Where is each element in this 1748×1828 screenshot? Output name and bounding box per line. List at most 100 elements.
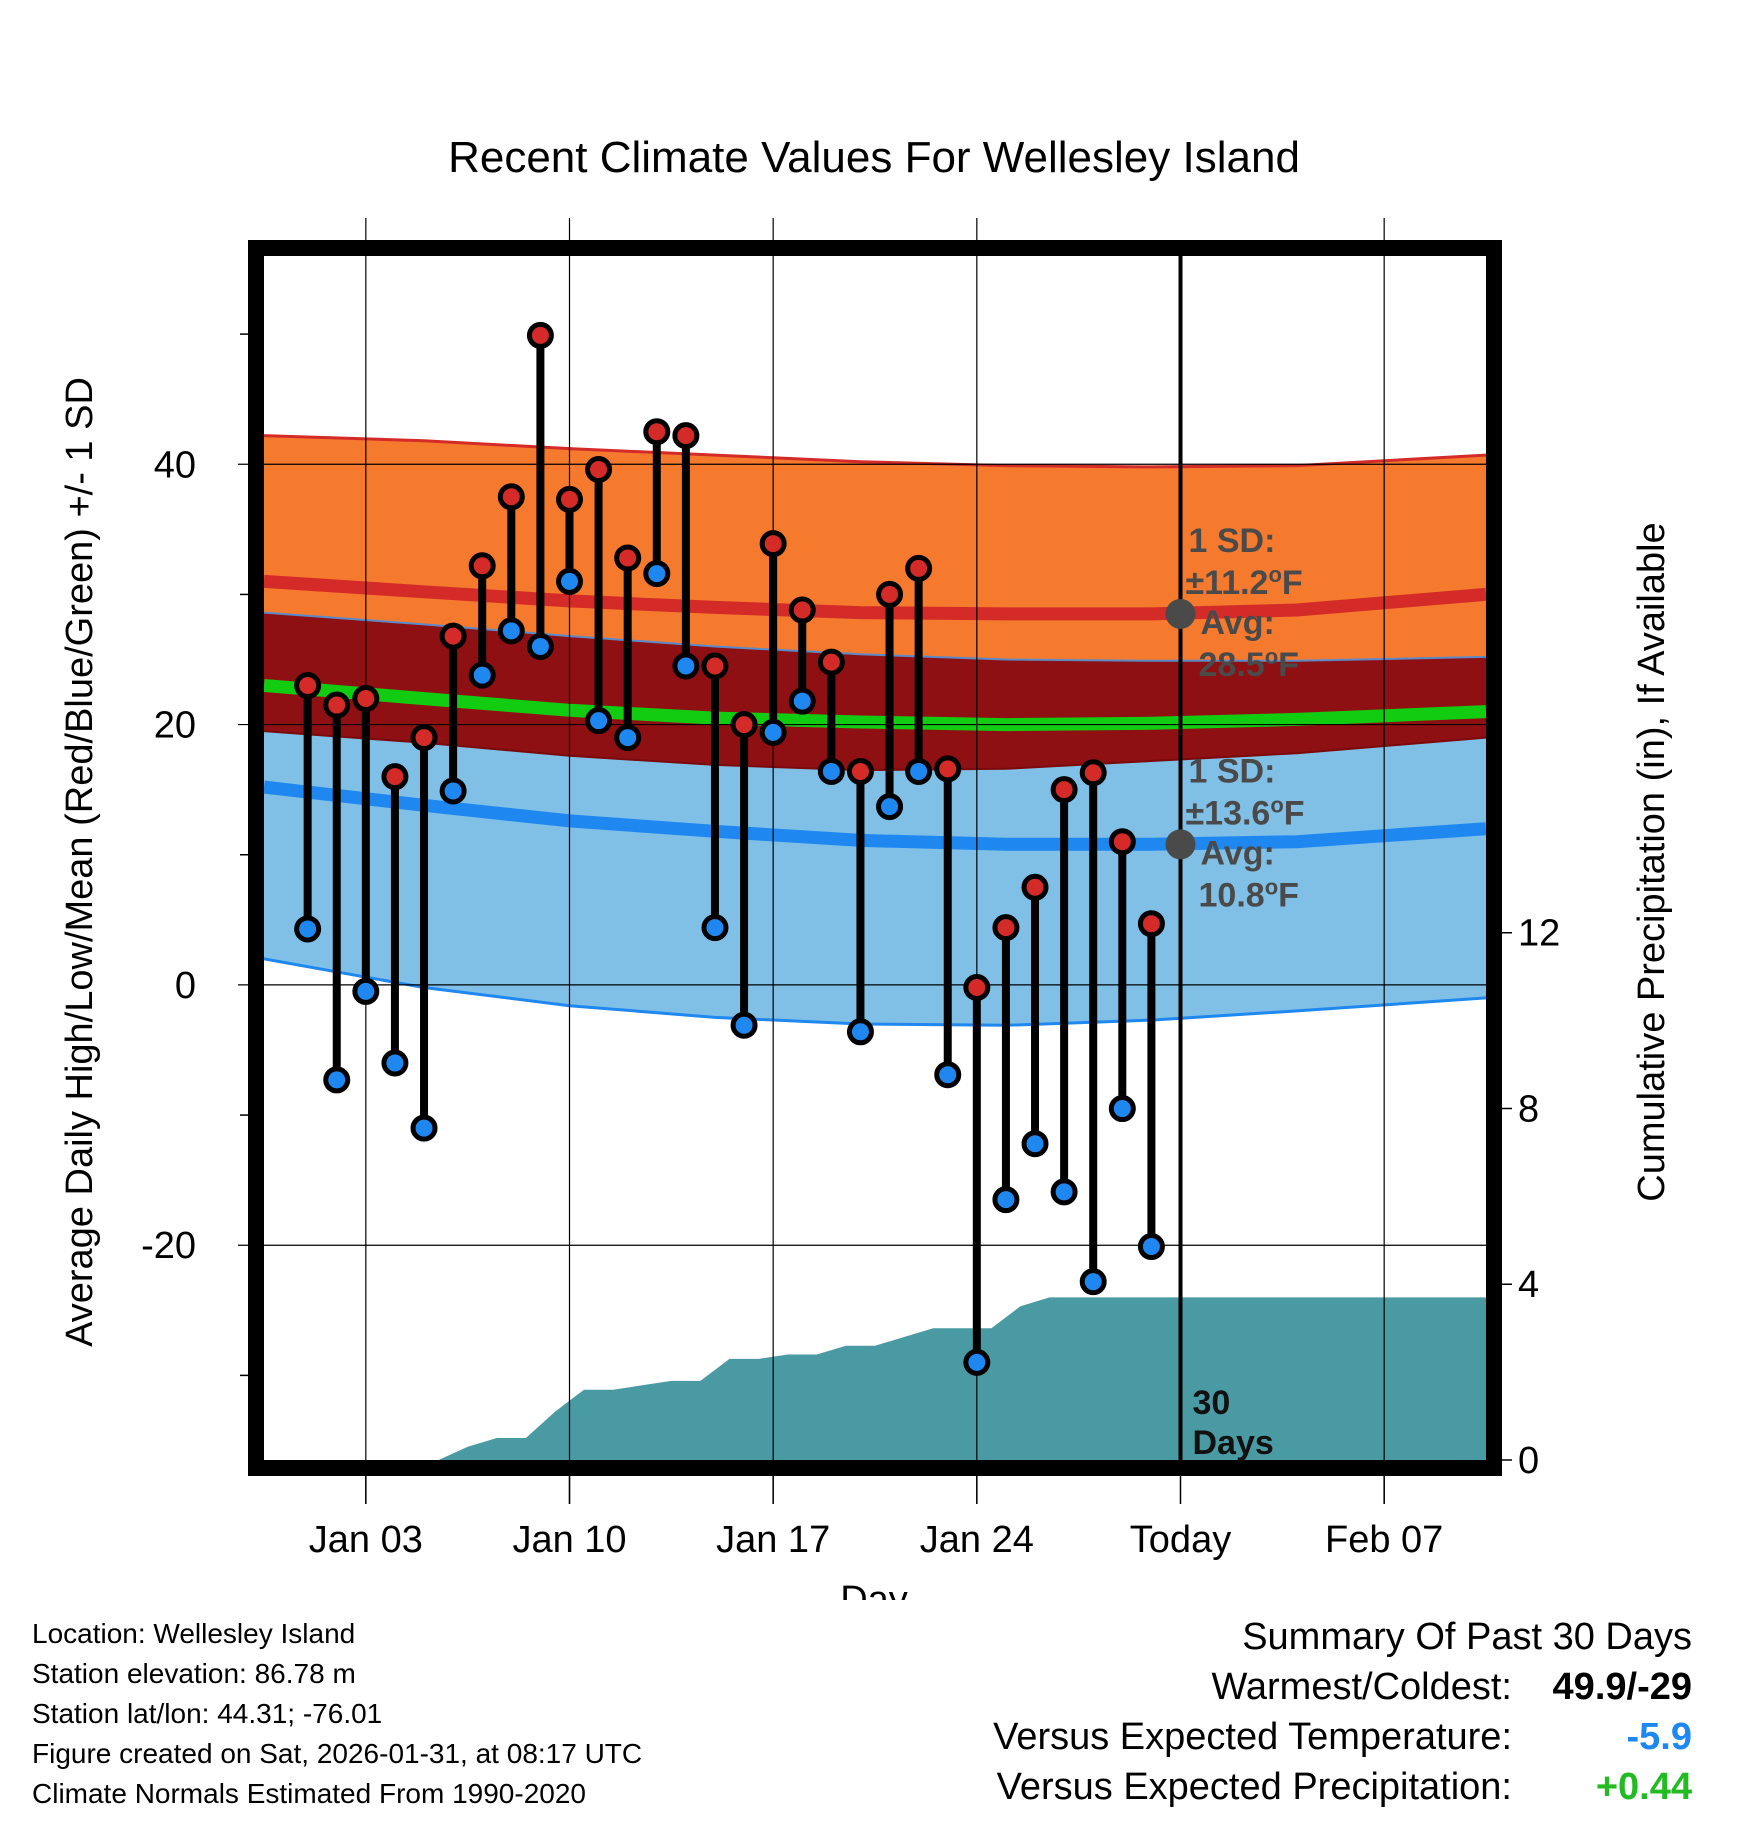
high-point	[846, 757, 874, 785]
day-25	[992, 914, 1020, 1214]
precip-anomaly-label: Versus Expected Precipitation:	[996, 1766, 1512, 1808]
high-avg-marker	[1165, 598, 1196, 629]
low-point	[585, 707, 613, 735]
high-point	[381, 763, 409, 791]
day-8	[497, 483, 525, 645]
y-tick-label: 40	[154, 444, 196, 486]
high-point	[759, 530, 787, 558]
low-point	[730, 1011, 758, 1039]
high-point	[556, 485, 583, 513]
day-21	[876, 580, 904, 821]
low-point	[497, 617, 525, 645]
low-point	[846, 1018, 874, 1046]
today-days-word: Days	[1193, 1424, 1274, 1462]
warmest-coldest-label: Warmest/Coldest:	[1211, 1666, 1512, 1708]
degree-symbol: o	[1265, 874, 1278, 899]
day-23	[934, 755, 962, 1089]
temp-anomaly-value: -5.9	[1626, 1716, 1692, 1758]
latlon-text: Station lat/lon: 44.31; -76.01	[32, 1698, 383, 1729]
x-tick-label: Jan 10	[512, 1519, 626, 1561]
high-point	[992, 914, 1020, 942]
low-point	[934, 1061, 962, 1089]
low-point	[1108, 1095, 1136, 1123]
low-point	[1021, 1130, 1049, 1158]
unit: F	[1278, 876, 1299, 914]
unit: F	[1284, 794, 1305, 832]
x-tick-label: Jan 03	[309, 1519, 423, 1561]
high-point	[672, 422, 700, 450]
daily-series	[294, 321, 1165, 1376]
low-point	[556, 567, 583, 595]
low-point	[439, 777, 467, 805]
precipitation-area	[264, 1297, 1486, 1460]
day-27	[1050, 776, 1078, 1206]
high-point	[963, 974, 991, 1002]
low-point	[963, 1348, 991, 1376]
day-1	[294, 672, 322, 943]
high-plus-sd-line	[264, 434, 1486, 469]
day-19	[817, 648, 845, 785]
high-point	[817, 648, 845, 676]
y2-tick-label: 0	[1518, 1440, 1539, 1482]
high-sd-value: ±11.2oF	[1186, 562, 1303, 602]
normal-bands	[264, 434, 1486, 1027]
high-avg-value: 28.5oF	[1199, 644, 1299, 684]
high-sd-label: 1 SD:	[1189, 522, 1276, 560]
created-text: Figure created on Sat, 2026-01-31, at 08…	[32, 1738, 643, 1769]
x-tick-label: Feb 07	[1325, 1519, 1443, 1561]
high-point	[352, 685, 380, 713]
low-sd-value: ±13.6oF	[1186, 792, 1305, 832]
precip-anomaly-value: +0.44	[1595, 1766, 1692, 1808]
precip-anomaly-row: Versus Expected Precipitation: +0.44	[993, 1762, 1692, 1812]
high-point	[643, 418, 671, 446]
high-point	[1108, 828, 1136, 856]
y-tick-label: 20	[154, 705, 196, 747]
high-point	[1050, 776, 1078, 804]
x-axis-label: Day	[840, 1579, 908, 1600]
day-20	[846, 757, 874, 1046]
day-5	[410, 724, 438, 1142]
degree-symbol: o	[1270, 792, 1283, 817]
day-7	[468, 552, 496, 689]
high-point	[526, 321, 554, 349]
station-info: Location: Wellesley Island Station eleva…	[32, 1614, 642, 1814]
low-point	[468, 661, 496, 689]
day-17	[759, 530, 787, 746]
low-point	[788, 687, 816, 715]
high-avg-line	[264, 574, 1486, 621]
day-11	[585, 455, 613, 735]
high-point	[1021, 873, 1049, 901]
day-15	[701, 652, 729, 942]
x-tick-label: Jan 17	[716, 1519, 830, 1561]
day-28	[1079, 759, 1107, 1296]
location-text: Location: Wellesley Island	[32, 1618, 356, 1649]
low-point	[759, 718, 787, 746]
day-9	[526, 321, 554, 660]
chart-title: Recent Climate Values For Wellesley Isla…	[448, 133, 1300, 182]
high-point	[1137, 910, 1165, 938]
warmest-coldest-row: Warmest/Coldest: 49.9/-29	[993, 1662, 1692, 1712]
low-point	[352, 977, 380, 1005]
summary-panel: Summary Of Past 30 Days Warmest/Coldest:…	[993, 1612, 1692, 1812]
degree-symbol: o	[1268, 562, 1281, 587]
low-point	[294, 915, 322, 943]
unit: F	[1278, 646, 1299, 684]
high-avg-label: Avg:	[1201, 604, 1275, 642]
day-6	[439, 622, 467, 805]
low-point	[410, 1114, 438, 1142]
low-avg-value: 10.8oF	[1199, 874, 1299, 914]
high-point	[323, 691, 351, 719]
degree-symbol: o	[1265, 644, 1278, 669]
y-axis-label: Average Daily High/Low/Mean (Red/Blue/Gr…	[59, 377, 101, 1347]
low-avg-label: Avg:	[1201, 834, 1275, 872]
low-point	[381, 1049, 409, 1077]
y2-axis-label: Cumulative Precipitation (in), If Availa…	[1631, 522, 1673, 1201]
low-point	[992, 1186, 1020, 1214]
axes: -20 0 20 40 0 4 8 12 Jan 03 Jan 10 Jan 17 Jan 24 Tod…	[141, 333, 1560, 1561]
day-2	[323, 691, 351, 1094]
y-tick-label: 0	[175, 965, 196, 1007]
y2-tick-label: 4	[1518, 1264, 1539, 1306]
x-tick-label: Today	[1130, 1519, 1231, 1561]
low-point	[905, 757, 933, 785]
high-point	[439, 622, 467, 650]
